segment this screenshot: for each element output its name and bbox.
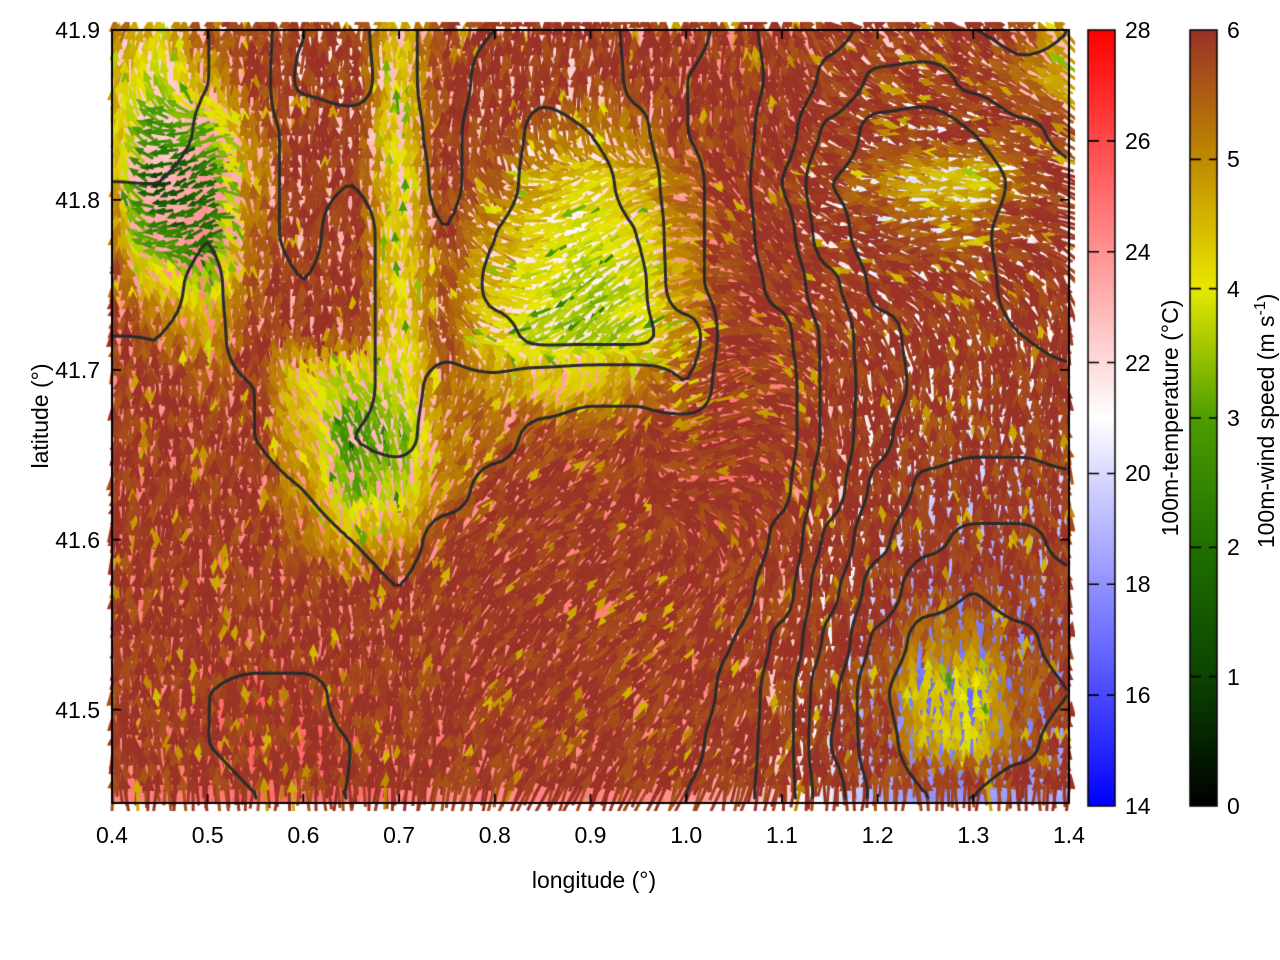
vector-field-canvas (0, 0, 1280, 960)
weather-map-figure: longitude (°) latitude (°) 100m-temperat… (0, 0, 1280, 960)
